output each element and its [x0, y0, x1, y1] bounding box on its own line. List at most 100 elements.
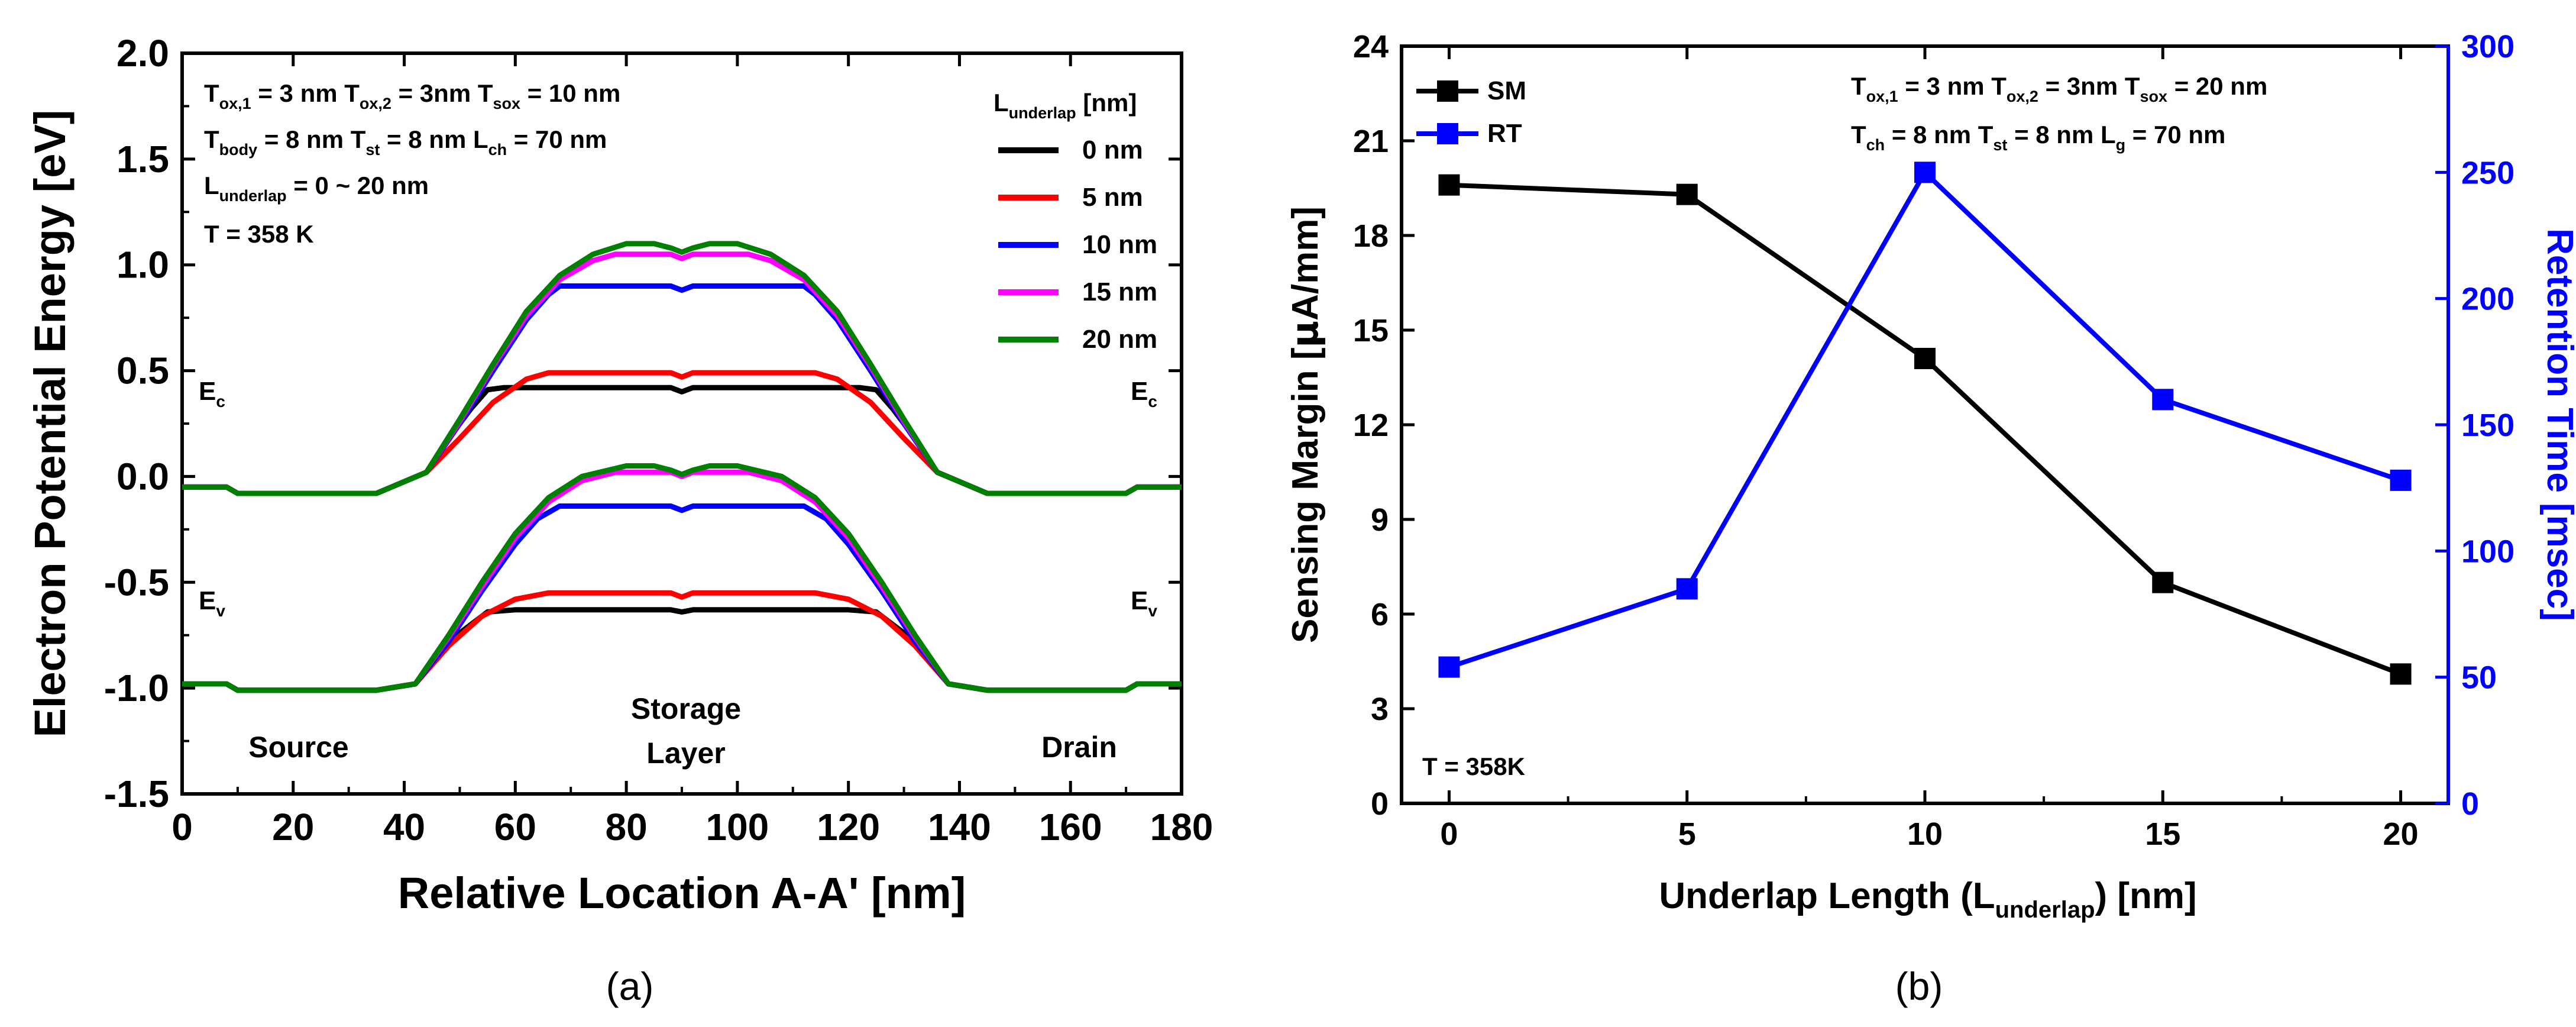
series-5nm-ev — [182, 590, 1182, 693]
storage-label: Storage — [631, 692, 741, 725]
param-sub: ch — [488, 141, 507, 159]
y-tick-label: 9 — [1371, 502, 1389, 538]
y-tick-label: 21 — [1353, 124, 1389, 159]
series-RT-point — [1438, 656, 1460, 678]
x-tick-label: 60 — [494, 806, 536, 848]
series-RT-line — [1448, 168, 2402, 670]
y-tick-label: 1.0 — [116, 244, 169, 286]
series-RT-point — [1676, 578, 1698, 600]
x-tick-label: 0 — [1440, 816, 1458, 852]
panel-b-chart: 0 5 10 15 20 0 3 6 9 12 15 18 21 24 0 50 100 150 200 250 3… — [1283, 29, 2576, 1008]
ec-label-left: Ec — [199, 377, 225, 411]
y-tick-label: 0.0 — [116, 455, 169, 498]
series-SM-point — [1676, 183, 1698, 205]
param-t: L — [204, 172, 219, 199]
y2-tick-label: 150 — [2461, 408, 2514, 443]
x-tick-label: 20 — [2383, 816, 2419, 852]
x-tick-label: 120 — [817, 806, 880, 848]
panel-b-temperature: T = 358K — [1422, 753, 1525, 780]
param-sub: ox,2 — [360, 95, 391, 112]
panel-b-x-tick-labels: 0 5 10 15 20 — [1440, 816, 2418, 852]
param-sub: st — [365, 141, 380, 159]
source-label: Source — [248, 731, 349, 764]
ev-label-left: Ev — [199, 586, 225, 620]
panel-b-y-axis-label: Sensing Margin [μA/mm] — [1283, 206, 1326, 643]
panel-a-caption: (a) — [606, 964, 654, 1008]
param-sub: body — [219, 141, 258, 159]
ec-label-right: Ec — [1131, 377, 1157, 411]
panel-a-legend: 0 nm 5 nm 10 nm 15 nm 20 nm — [998, 135, 1157, 354]
layer-label: Layer — [646, 737, 725, 770]
legend-marker — [1437, 123, 1458, 144]
x-tick-label: 0 — [171, 806, 193, 848]
y2-tick-label: 200 — [2461, 282, 2514, 317]
series-SM-point — [2390, 663, 2412, 685]
panel-b-x-axis-label: Underlap Length (Lunderlap) [nm] — [1659, 876, 2196, 923]
series-RT-point — [2390, 469, 2412, 491]
y-tick-label: 1.5 — [116, 138, 169, 180]
panel-a-plot-frame — [180, 51, 1183, 796]
param-t: T — [204, 125, 219, 153]
panel-a-params-line-2: Tbody = 8 nm Tst = 8 nm Lch = 70 nm — [204, 125, 607, 159]
param-text: = 3 nm T — [251, 79, 360, 107]
series-0nm-ev — [182, 607, 1182, 693]
x-tick-label: 80 — [606, 806, 648, 848]
panel-a-series-group — [182, 241, 1182, 693]
drain-label: Drain — [1041, 731, 1117, 764]
param-text: = 8 nm T — [257, 125, 366, 153]
y2-tick-label: 300 — [2461, 29, 2514, 64]
legend-label: 0 nm — [1082, 135, 1143, 164]
y-tick-label: 2.0 — [116, 32, 169, 75]
series-SM-point — [2152, 571, 2174, 593]
panel-a-chart: 0 20 40 60 80 100 120 140 160 180 -1.5 -1.0 -0.5 0.0… — [25, 32, 1213, 1008]
panel-a-x-axis-label: Relative Location A-A' [nm] — [398, 868, 966, 918]
param-text: = 8 nm L — [380, 125, 488, 153]
panel-b-y2-axis-label: Retention Time [msec] — [2539, 228, 2576, 621]
series-SM-point — [1914, 348, 1936, 369]
legend-marker — [1437, 80, 1458, 102]
param-text: = 3nm T — [391, 79, 493, 107]
y-tick-label: 6 — [1371, 597, 1389, 632]
y-tick-label: -1.5 — [104, 773, 169, 815]
panel-a-params-line-3: Lunderlap = 0 ~ 20 nm — [204, 172, 429, 205]
y-tick-label: 24 — [1353, 29, 1389, 64]
x-tick-label: 5 — [1678, 816, 1696, 852]
series-20nm-ec — [182, 241, 1182, 496]
y-tick-label: 15 — [1353, 313, 1389, 348]
param-text: = 70 nm — [507, 125, 607, 153]
param-sub: sox — [493, 95, 521, 112]
panel-a-temperature: T = 358 K — [204, 220, 314, 248]
x-tick-label: 160 — [1039, 806, 1102, 848]
legend-label: RT — [1487, 119, 1522, 148]
y2-tick-label: 0 — [2461, 786, 2479, 822]
panel-a-x-tick-labels: 0 20 40 60 80 100 120 140 160 180 — [171, 806, 1213, 848]
panel-b-plot-frame — [1400, 44, 2450, 805]
panel-b-series-group — [1438, 162, 2412, 685]
legend-label: 5 nm — [1082, 183, 1143, 212]
param-text: = 10 nm — [520, 79, 620, 107]
legend-title: Lunderlap [nm] — [993, 89, 1137, 122]
panel-a-y-axis-label: Electron Potential Energy [eV] — [25, 110, 75, 738]
series-RT-point — [1914, 162, 1936, 183]
series-RT-point — [2152, 389, 2174, 411]
x-tick-label: 20 — [272, 806, 314, 848]
series-15nm-ev — [182, 469, 1182, 693]
x-tick-label: 10 — [1907, 816, 1943, 852]
y-tick-label: 0.5 — [116, 350, 169, 392]
x-tick-label: 40 — [383, 806, 425, 848]
param-text: = 0 ~ 20 nm — [287, 172, 429, 199]
series-SM-point — [1438, 174, 1460, 196]
x-tick-label: 140 — [928, 806, 991, 848]
panel-a-y-tick-labels: -1.5 -1.0 -0.5 0.0 0.5 1.0 1.5 2.0 — [104, 32, 169, 815]
ev-label-right: Ev — [1131, 586, 1157, 620]
panel-a-ticks — [180, 51, 1183, 796]
y-tick-label: -0.5 — [104, 561, 169, 603]
legend-label: 10 nm — [1082, 230, 1157, 259]
panel-b-legend: SM RT — [1416, 76, 1526, 148]
series-20nm-ev — [182, 463, 1182, 693]
legend-label: 20 nm — [1082, 325, 1157, 354]
panel-b-y2-tick-labels: 0 50 100 150 200 250 300 — [2461, 29, 2514, 822]
legend-label: 15 nm — [1082, 277, 1157, 306]
x-tick-label: 15 — [2145, 816, 2180, 852]
